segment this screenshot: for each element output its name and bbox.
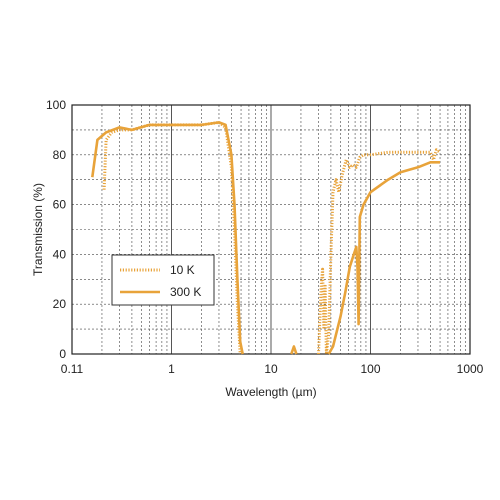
series-line-300k	[91, 121, 244, 355]
x-axis-label: Wavelength (µm)	[225, 385, 316, 399]
legend-label-10k: 10 K	[170, 263, 195, 277]
series-line-300k	[327, 161, 440, 355]
tick-labels: 0.11 1 10 100 1000 0 20 40 60 80 100	[46, 98, 484, 376]
y-tick-label: 0	[59, 347, 66, 361]
series-line-300k	[290, 345, 298, 355]
x-tick-label: 0.11	[61, 362, 84, 376]
legend: 10 K 300 K	[111, 254, 215, 306]
plot-area-frame	[71, 104, 471, 355]
x-tick-label: 1	[168, 362, 175, 376]
series-line-10k	[102, 120, 242, 355]
y-axis-label: Transmission (%)	[31, 183, 45, 276]
y-tick-label: 100	[46, 98, 66, 112]
series-line-10k	[317, 148, 441, 356]
grid-lines	[72, 105, 470, 354]
y-tick-label: 60	[53, 198, 67, 212]
series-layer	[91, 120, 441, 356]
x-tick-label: 1000	[457, 362, 484, 376]
legend-box	[111, 254, 215, 306]
y-tick-label: 20	[53, 297, 67, 311]
x-tick-label: 100	[360, 362, 380, 376]
y-tick-label: 40	[53, 247, 67, 261]
y-tick-label: 80	[53, 148, 67, 162]
legend-label-300k: 300 K	[170, 285, 201, 299]
x-tick-label: 10	[264, 362, 278, 376]
